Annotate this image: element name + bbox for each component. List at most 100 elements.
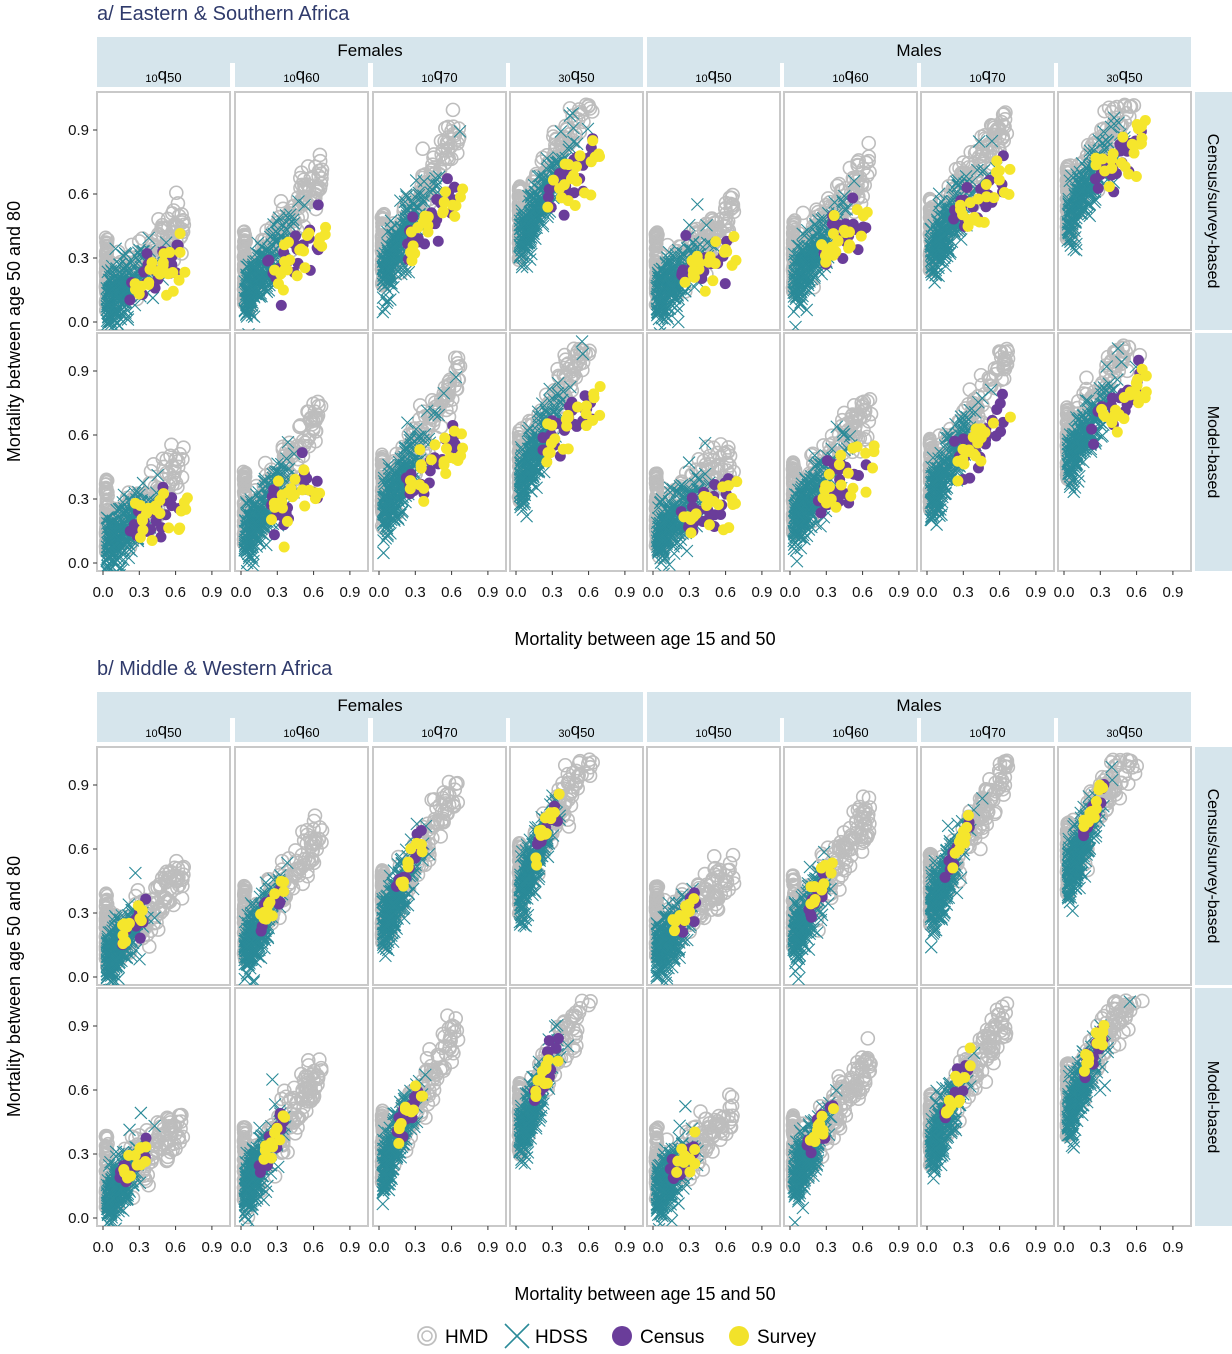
survey-point [137,524,149,536]
survey-point [163,522,175,534]
hdss-point [847,174,861,188]
hdss-point [393,194,407,207]
hdss-point [787,283,801,297]
hdss-point [570,137,584,151]
hmd-point [99,486,113,500]
hdss-point [1062,192,1076,206]
survey-series [954,155,1016,232]
hdss-point [298,198,311,212]
hdss-point [536,217,550,230]
hdss-point [1062,222,1075,236]
hdss-point [1073,165,1087,179]
hdss-point [934,195,948,208]
hdss-point [562,140,576,154]
measure-strip [647,63,780,87]
panel-plot-area [98,185,192,330]
hmd-point [175,451,190,467]
census-point [128,519,140,531]
census-point [1092,182,1104,194]
measure-prefix: 10 [832,73,844,85]
survey-point [1128,147,1140,159]
survey-point [295,243,307,255]
hdss-point [101,297,114,311]
chart-title: a/ Eastern & Southern Africa [97,3,350,25]
hdss-point [1064,235,1077,249]
hdss-point [805,272,819,286]
hdss-point [282,218,296,232]
hmd-point [155,451,171,467]
survey-point [313,238,325,250]
hmd-point [166,470,182,485]
y-tick-label: 0.0 [68,555,89,572]
census-point [961,181,973,193]
census-point [719,278,731,290]
census-point [676,267,688,279]
survey-point [284,254,296,266]
survey-point [143,502,155,514]
survey-point [574,150,586,162]
hdss-point [669,251,682,264]
hdss-point [118,538,132,552]
hmd-point [305,412,321,428]
census-point [141,248,153,260]
measure-prefix: 10 [145,73,157,85]
y-tick-label: 0.9 [68,122,89,139]
hdss-point [382,264,396,278]
hmd-point [426,150,441,165]
hmd-point [276,448,292,464]
row-strip [1195,92,1232,330]
measure-strip [784,63,917,87]
hdss-point [652,280,666,294]
hdss-point [377,272,391,286]
measure-label: 10q60 [832,65,868,85]
survey-series [405,183,469,267]
hmd-point [415,170,431,186]
hdss-point [377,273,391,287]
measure-suffix: 70 [991,70,1005,85]
hdss-point [245,282,259,296]
survey-point [279,264,291,276]
hdss-point [110,503,124,517]
hmd-point [300,433,315,448]
hdss-point [530,221,544,235]
hdss-point [526,201,540,215]
hmd-point [1104,104,1120,120]
hdss-point [985,134,999,148]
hmd-point [851,153,866,168]
hdss-point [930,267,943,281]
hmd-point [165,458,180,474]
hdss-point [653,304,666,318]
hmd-point [961,156,976,171]
hdss-point [665,281,679,295]
census-point [837,252,849,264]
hmd-point [995,130,1010,146]
survey-point [1130,171,1142,183]
hmd-point [998,105,1013,120]
hdss-point [796,227,810,241]
measure-label: 10q70 [969,65,1005,85]
survey-point [1135,121,1147,133]
y-tick-label: 0.3 [68,491,89,508]
hdss-series [238,435,304,571]
survey-point [1117,131,1129,143]
hdss-point [655,321,669,330]
hmd-point [996,106,1012,122]
survey-point [449,210,461,222]
hdss-point [111,291,124,305]
hmd-point [981,145,996,161]
survey-series [816,204,873,268]
hdss-point [400,190,413,203]
survey-point [157,259,169,271]
hdss-point [581,122,595,136]
hdss-point [392,252,405,266]
survey-point [828,210,840,222]
hmd-point [443,151,459,167]
hdss-point [791,300,805,313]
survey-point [726,259,738,271]
measure-prefix: 10 [421,73,433,85]
hdss-point [1064,239,1078,252]
panel-plot-area [1059,97,1151,257]
survey-point [162,268,174,280]
survey-point [174,522,186,534]
